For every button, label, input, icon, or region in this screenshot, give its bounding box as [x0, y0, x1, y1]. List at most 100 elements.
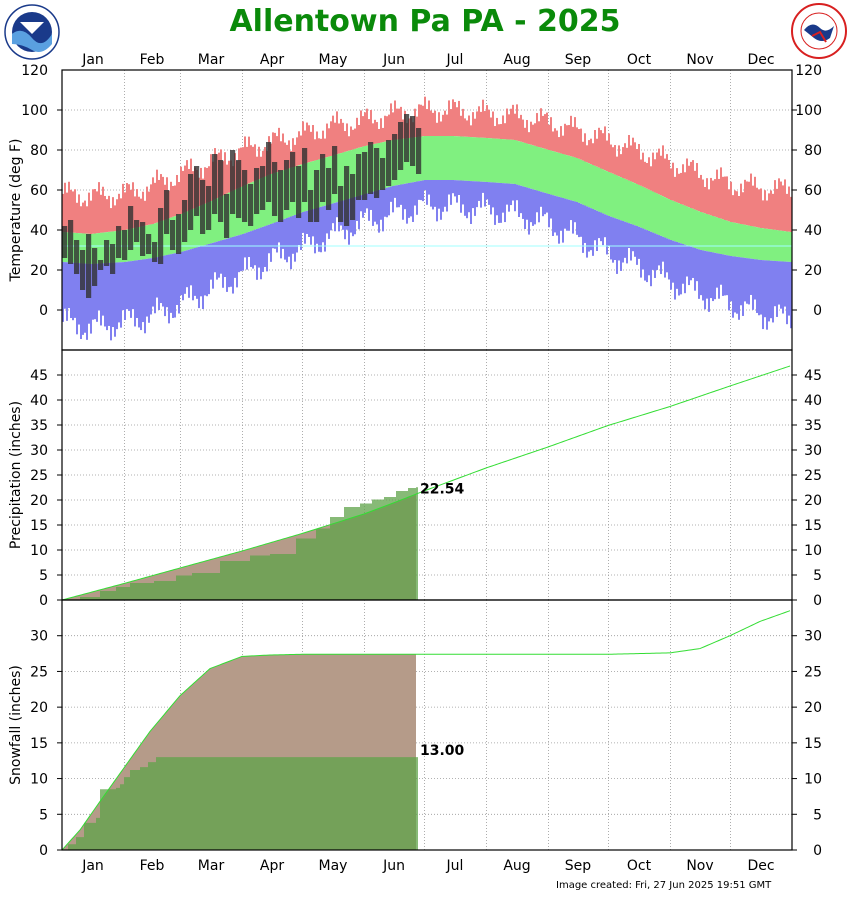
record-low-bar — [692, 247, 694, 278]
normal-range-bar — [700, 212, 702, 250]
record-high-bar — [392, 112, 394, 140]
record-low-bar — [440, 180, 442, 220]
record-low-bar — [710, 252, 712, 299]
record-low-bar — [738, 257, 740, 320]
record-low-bar — [552, 195, 554, 236]
record-high-bar — [454, 102, 456, 137]
record-high-bar — [732, 195, 734, 223]
normal-range-bar — [338, 153, 340, 202]
observed-temperature-bar — [86, 234, 92, 298]
record-low-bar — [572, 200, 574, 234]
record-low-bar — [524, 186, 526, 230]
observed-temperature-bar — [140, 222, 146, 256]
record-high-bar — [452, 99, 454, 136]
y-tick-label-right: 20 — [804, 493, 822, 509]
record-low-bar — [446, 180, 448, 212]
record-low-bar — [128, 261, 130, 311]
record-low-bar — [666, 238, 668, 273]
month-label: Sep — [565, 858, 592, 874]
normal-range-bar — [194, 208, 196, 248]
record-high-bar — [416, 116, 418, 137]
normal-range-bar — [730, 222, 732, 256]
record-high-bar — [554, 128, 556, 152]
record-low-bar — [204, 245, 206, 296]
record-low-bar — [560, 197, 562, 231]
record-low-bar — [654, 233, 656, 278]
normal-range-bar — [518, 141, 520, 186]
record-low-bar — [486, 182, 488, 200]
normal-range-bar — [682, 204, 684, 244]
record-high-bar — [162, 176, 164, 221]
record-high-bar — [124, 192, 126, 230]
record-high-bar — [490, 117, 492, 139]
record-high-bar — [136, 189, 138, 228]
record-low-bar — [480, 181, 482, 208]
record-high-bar — [330, 121, 332, 156]
record-high-bar — [500, 124, 502, 139]
record-low-bar — [788, 261, 790, 316]
plot-frame — [61, 599, 793, 851]
observed-temperature-bar — [308, 190, 314, 222]
normal-range-bar — [704, 213, 706, 251]
normal-range-bar — [436, 136, 438, 180]
record-high-bar — [112, 197, 114, 232]
record-high-bar — [424, 96, 426, 136]
observed-temperature-bar — [374, 148, 380, 198]
record-low-bar — [244, 233, 246, 258]
record-low-bar — [510, 183, 512, 206]
record-high-bar — [590, 138, 592, 165]
observed-temperature-bar — [176, 214, 182, 254]
record-high-bar — [612, 147, 614, 174]
normal-range-bar — [484, 137, 486, 182]
record-high-bar — [472, 112, 474, 138]
record-low-bar — [112, 262, 114, 328]
month-label: Feb — [140, 858, 165, 874]
record-high-bar — [442, 114, 444, 136]
record-high-bar — [172, 185, 174, 217]
record-high-bar — [108, 195, 110, 232]
record-low-bar — [148, 258, 150, 323]
record-low-bar — [758, 259, 760, 316]
y-tick-label-left: 35 — [30, 418, 48, 434]
record-low-bar — [368, 192, 370, 221]
observed-temperature-bar — [392, 134, 398, 180]
record-high-bar — [468, 115, 470, 137]
observed-temperature-bar — [320, 154, 326, 202]
record-low-bar — [640, 227, 642, 278]
month-label: Dec — [747, 858, 774, 874]
record-high-bar — [752, 185, 754, 227]
normal-range-bar — [758, 227, 760, 260]
record-low-bar — [302, 212, 304, 233]
record-low-bar — [678, 242, 680, 296]
record-low-bar — [714, 252, 716, 300]
record-low-bar — [632, 224, 634, 252]
record-high-bar — [762, 200, 764, 229]
record-low-bar — [398, 184, 400, 208]
record-low-bar — [72, 262, 74, 321]
record-high-bar — [658, 148, 660, 195]
record-low-bar — [110, 262, 112, 341]
record-low-bar — [364, 194, 366, 213]
record-high-bar — [388, 114, 390, 141]
record-low-bar — [422, 180, 424, 202]
normal-range-bar — [578, 158, 580, 203]
normal-range-bar — [628, 180, 630, 224]
record-high-bar — [772, 193, 774, 230]
normal-range-bar — [532, 145, 534, 190]
record-low-bar — [774, 260, 776, 307]
y-tick-label-left: 30 — [30, 629, 48, 645]
record-low-bar — [544, 192, 546, 215]
y-tick-label-left: 30 — [30, 443, 48, 459]
observed-temperature-bar — [290, 152, 296, 202]
month-label: Mar — [198, 52, 225, 68]
normal-range-bar — [752, 226, 754, 259]
y-tick-label-right: 35 — [804, 418, 822, 434]
record-high-bar — [336, 111, 338, 155]
record-low-bar — [652, 232, 654, 270]
record-high-bar — [600, 130, 602, 169]
observed-temperature-bar — [350, 174, 356, 220]
record-low-bar — [108, 262, 110, 326]
observed-temperature-bar — [80, 250, 86, 290]
record-high-bar — [376, 122, 378, 144]
record-low-bar — [656, 234, 658, 270]
